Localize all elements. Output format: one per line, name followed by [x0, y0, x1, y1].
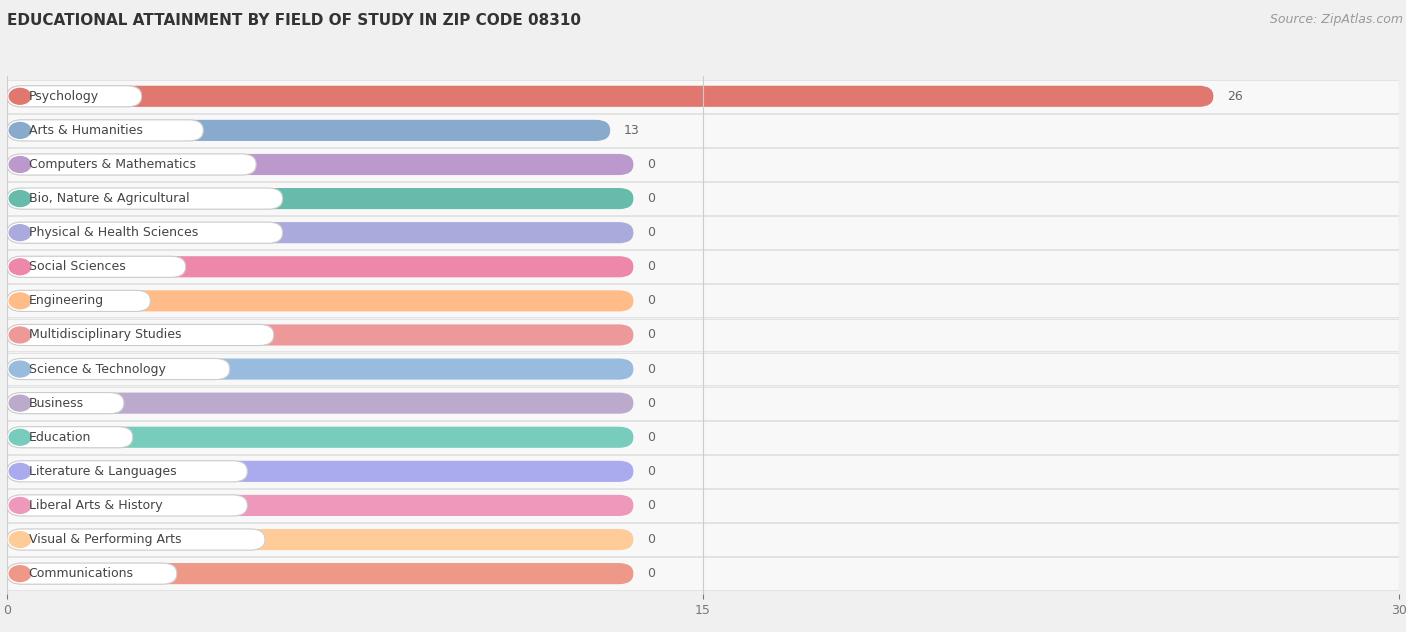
FancyBboxPatch shape: [7, 188, 633, 209]
Text: 0: 0: [647, 192, 655, 205]
FancyBboxPatch shape: [7, 290, 633, 312]
Text: Visual & Performing Arts: Visual & Performing Arts: [28, 533, 181, 546]
FancyBboxPatch shape: [7, 324, 274, 346]
FancyBboxPatch shape: [7, 557, 1399, 590]
FancyBboxPatch shape: [7, 120, 204, 141]
FancyBboxPatch shape: [7, 495, 633, 516]
Circle shape: [10, 191, 31, 207]
FancyBboxPatch shape: [7, 154, 256, 175]
FancyBboxPatch shape: [7, 421, 1399, 454]
Text: Liberal Arts & History: Liberal Arts & History: [28, 499, 162, 512]
Text: 0: 0: [647, 499, 655, 512]
FancyBboxPatch shape: [7, 256, 633, 277]
FancyBboxPatch shape: [7, 182, 1399, 215]
FancyBboxPatch shape: [7, 427, 132, 448]
Text: 0: 0: [647, 431, 655, 444]
FancyBboxPatch shape: [7, 86, 1213, 107]
Text: Computers & Mathematics: Computers & Mathematics: [28, 158, 195, 171]
Text: 13: 13: [624, 124, 640, 137]
Text: Bio, Nature & Agricultural: Bio, Nature & Agricultural: [28, 192, 190, 205]
Circle shape: [10, 497, 31, 513]
Circle shape: [10, 225, 31, 241]
Text: 0: 0: [647, 329, 655, 341]
FancyBboxPatch shape: [7, 523, 1399, 556]
Text: Multidisciplinary Studies: Multidisciplinary Studies: [28, 329, 181, 341]
Circle shape: [10, 259, 31, 275]
FancyBboxPatch shape: [7, 563, 177, 584]
FancyBboxPatch shape: [7, 495, 247, 516]
FancyBboxPatch shape: [7, 489, 1399, 522]
FancyBboxPatch shape: [7, 284, 1399, 317]
FancyBboxPatch shape: [7, 353, 1399, 386]
Text: Social Sciences: Social Sciences: [28, 260, 125, 273]
Text: 0: 0: [647, 226, 655, 239]
Circle shape: [10, 157, 31, 173]
Circle shape: [10, 566, 31, 581]
FancyBboxPatch shape: [7, 188, 283, 209]
Text: 0: 0: [647, 465, 655, 478]
Text: Physical & Health Sciences: Physical & Health Sciences: [28, 226, 198, 239]
FancyBboxPatch shape: [7, 216, 1399, 249]
Text: Education: Education: [28, 431, 91, 444]
FancyBboxPatch shape: [7, 256, 186, 277]
Text: Literature & Languages: Literature & Languages: [28, 465, 176, 478]
FancyBboxPatch shape: [7, 154, 633, 175]
FancyBboxPatch shape: [7, 392, 124, 414]
Text: Psychology: Psychology: [28, 90, 98, 103]
FancyBboxPatch shape: [7, 222, 633, 243]
FancyBboxPatch shape: [7, 120, 610, 141]
FancyBboxPatch shape: [7, 461, 247, 482]
FancyBboxPatch shape: [7, 392, 633, 414]
FancyBboxPatch shape: [7, 86, 142, 107]
Circle shape: [10, 88, 31, 104]
Text: EDUCATIONAL ATTAINMENT BY FIELD OF STUDY IN ZIP CODE 08310: EDUCATIONAL ATTAINMENT BY FIELD OF STUDY…: [7, 13, 581, 28]
FancyBboxPatch shape: [7, 358, 229, 380]
Text: Arts & Humanities: Arts & Humanities: [28, 124, 142, 137]
FancyBboxPatch shape: [7, 387, 1399, 420]
FancyBboxPatch shape: [7, 529, 264, 550]
Text: Engineering: Engineering: [28, 295, 104, 307]
Circle shape: [10, 532, 31, 547]
Text: 0: 0: [647, 533, 655, 546]
FancyBboxPatch shape: [7, 114, 1399, 147]
Text: 0: 0: [647, 567, 655, 580]
FancyBboxPatch shape: [7, 563, 633, 584]
Circle shape: [10, 395, 31, 411]
FancyBboxPatch shape: [7, 427, 633, 448]
FancyBboxPatch shape: [7, 250, 1399, 283]
Text: 0: 0: [647, 397, 655, 410]
Text: Science & Technology: Science & Technology: [28, 363, 166, 375]
FancyBboxPatch shape: [7, 80, 1399, 112]
Circle shape: [10, 463, 31, 479]
FancyBboxPatch shape: [7, 290, 150, 312]
Circle shape: [10, 123, 31, 138]
Circle shape: [10, 361, 31, 377]
FancyBboxPatch shape: [7, 222, 283, 243]
Text: Source: ZipAtlas.com: Source: ZipAtlas.com: [1270, 13, 1403, 26]
FancyBboxPatch shape: [7, 148, 1399, 181]
Text: 26: 26: [1227, 90, 1243, 103]
FancyBboxPatch shape: [7, 529, 633, 550]
FancyBboxPatch shape: [7, 324, 633, 346]
Text: 0: 0: [647, 260, 655, 273]
FancyBboxPatch shape: [7, 461, 633, 482]
FancyBboxPatch shape: [7, 455, 1399, 488]
FancyBboxPatch shape: [7, 319, 1399, 351]
Text: Communications: Communications: [28, 567, 134, 580]
Text: Business: Business: [28, 397, 84, 410]
FancyBboxPatch shape: [7, 358, 633, 380]
Text: 0: 0: [647, 158, 655, 171]
Circle shape: [10, 293, 31, 309]
Circle shape: [10, 327, 31, 343]
Text: 0: 0: [647, 295, 655, 307]
Circle shape: [10, 429, 31, 445]
Text: 0: 0: [647, 363, 655, 375]
